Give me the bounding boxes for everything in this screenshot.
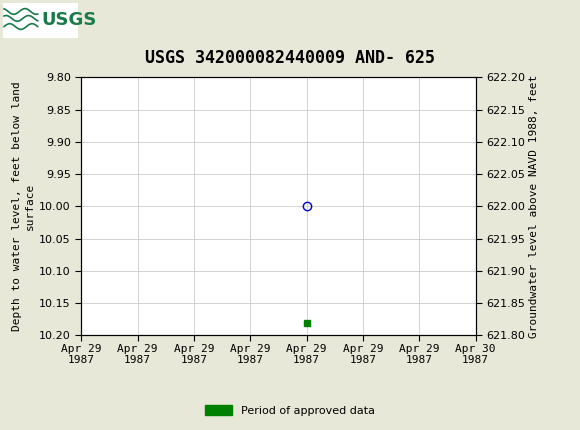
- Text: USGS: USGS: [42, 12, 97, 29]
- Y-axis label: Groundwater level above NAVD 1988, feet: Groundwater level above NAVD 1988, feet: [529, 75, 539, 338]
- Text: USGS 342000082440009 AND- 625: USGS 342000082440009 AND- 625: [145, 49, 435, 67]
- Y-axis label: Depth to water level, feet below land
surface: Depth to water level, feet below land su…: [12, 82, 35, 331]
- Legend: Period of approved data: Period of approved data: [200, 400, 380, 420]
